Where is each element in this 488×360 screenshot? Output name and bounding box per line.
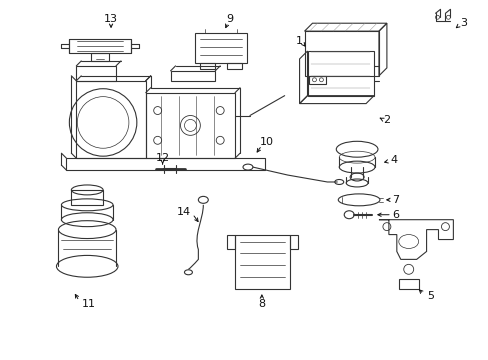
Text: 7: 7 [391,195,399,205]
Text: 4: 4 [389,155,397,165]
Text: 6: 6 [391,210,399,220]
Text: 5: 5 [426,291,433,301]
Text: 8: 8 [258,299,265,309]
Text: 12: 12 [155,153,169,163]
Text: 10: 10 [259,137,273,147]
Text: 13: 13 [104,14,118,24]
Text: 2: 2 [383,116,389,126]
Text: 11: 11 [82,299,96,309]
Text: 3: 3 [459,18,466,28]
Text: 1: 1 [295,36,303,46]
Text: 9: 9 [226,14,233,24]
Text: 14: 14 [176,207,190,217]
